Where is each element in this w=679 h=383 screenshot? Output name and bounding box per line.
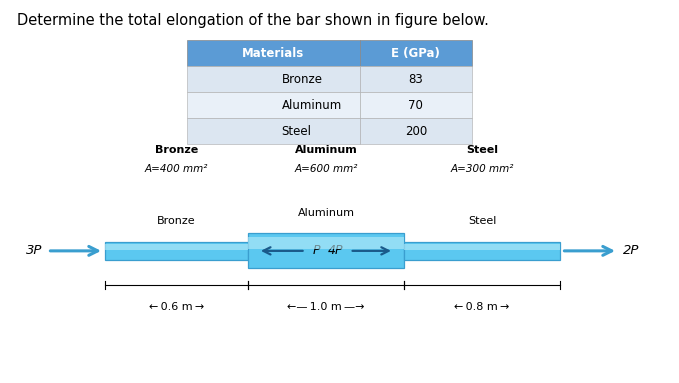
Text: P: P: [312, 244, 320, 257]
Text: Steel: Steel: [468, 216, 496, 226]
Text: ← 0.8 m →: ← 0.8 m →: [454, 302, 510, 312]
Text: ← 0.6 m →: ← 0.6 m →: [149, 302, 204, 312]
Text: 4P: 4P: [327, 244, 343, 257]
Bar: [404, 242, 560, 260]
Text: 3P: 3P: [26, 244, 42, 257]
Bar: [187, 40, 360, 66]
Bar: [360, 118, 472, 144]
Text: Steel: Steel: [282, 125, 312, 138]
Bar: [360, 92, 472, 118]
Text: Bronze: Bronze: [158, 216, 196, 226]
Text: Aluminum: Aluminum: [295, 145, 357, 155]
Bar: [105, 244, 248, 250]
Bar: [187, 92, 360, 118]
Text: 2P: 2P: [623, 244, 640, 257]
Text: A=400 mm²: A=400 mm²: [145, 164, 208, 174]
Text: 83: 83: [409, 73, 423, 86]
Text: E (GPa): E (GPa): [392, 47, 440, 60]
Text: Steel: Steel: [466, 145, 498, 155]
Bar: [360, 66, 472, 92]
Text: A=300 mm²: A=300 mm²: [450, 164, 514, 174]
Bar: [187, 66, 360, 92]
Bar: [248, 233, 404, 268]
Text: ←— 1.0 m —→: ←— 1.0 m —→: [287, 302, 365, 312]
Text: 200: 200: [405, 125, 427, 138]
Text: Bronze: Bronze: [282, 73, 323, 86]
Bar: [248, 237, 404, 249]
Text: Determine the total elongation of the bar shown in figure below.: Determine the total elongation of the ba…: [17, 13, 489, 28]
Bar: [360, 40, 472, 66]
Text: A=600 mm²: A=600 mm²: [294, 164, 358, 174]
Text: Materials: Materials: [242, 47, 304, 60]
Text: Aluminum: Aluminum: [297, 208, 354, 218]
Text: Aluminum: Aluminum: [282, 99, 342, 112]
Text: Bronze: Bronze: [155, 145, 198, 155]
Bar: [187, 118, 360, 144]
Bar: [404, 244, 560, 250]
Text: 70: 70: [409, 99, 423, 112]
Bar: [105, 242, 248, 260]
